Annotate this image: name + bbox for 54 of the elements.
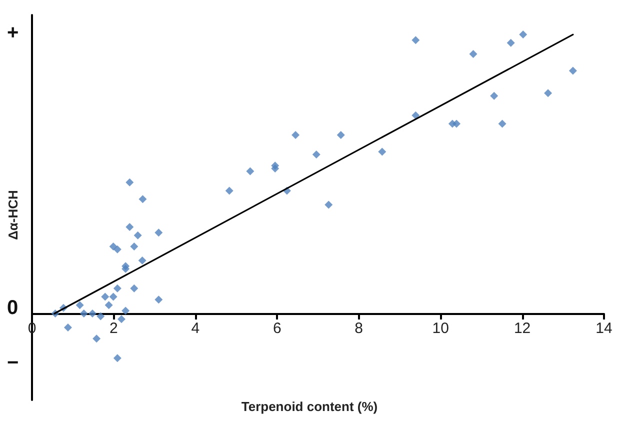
point: [130, 242, 138, 251]
point: [498, 120, 506, 128]
point: [92, 334, 101, 343]
point: [378, 148, 386, 156]
text: +: [7, 22, 19, 44]
point: [130, 284, 138, 292]
point: [412, 111, 420, 120]
point: [76, 301, 84, 310]
x-tick-label: 4: [191, 320, 200, 337]
point: [117, 315, 126, 324]
point: [154, 228, 163, 237]
point: [134, 231, 142, 240]
point: [126, 223, 134, 232]
text: 0: [7, 296, 18, 319]
point: [109, 292, 118, 301]
point: [544, 89, 552, 98]
point: [412, 36, 420, 44]
point: [113, 354, 122, 362]
point: [225, 186, 234, 195]
point: [452, 120, 461, 128]
x-tick-label: 14: [596, 320, 612, 337]
point: [113, 245, 122, 254]
point: [104, 301, 113, 310]
point: [96, 312, 105, 320]
point: [519, 30, 528, 39]
point: [292, 130, 300, 139]
point: [506, 38, 515, 47]
point: [469, 50, 478, 58]
point: [122, 264, 130, 273]
point: [246, 167, 254, 176]
x-tick-label: 10: [432, 320, 449, 337]
point: [101, 292, 110, 301]
point: [122, 306, 130, 315]
point: [336, 130, 345, 139]
point: [138, 195, 147, 204]
point: [271, 164, 280, 172]
x-tick-label: 2: [110, 320, 118, 337]
point: [113, 284, 122, 292]
point: [154, 296, 163, 304]
point: [138, 256, 146, 265]
point: [568, 66, 577, 75]
point: [80, 310, 88, 318]
x-tick-label: 6: [272, 320, 282, 337]
x-tick-label: 12: [514, 320, 531, 337]
point: [324, 200, 333, 209]
point: [88, 310, 96, 318]
y-axis-title: Δα-HCH: [6, 190, 20, 240]
point: [64, 323, 72, 332]
x-tick-label: 8: [354, 320, 364, 337]
x-axis-title: Terpenoid content (%): [241, 399, 378, 414]
point: [126, 178, 134, 186]
point: [312, 150, 320, 158]
point: [490, 92, 498, 100]
text: −: [7, 352, 19, 374]
